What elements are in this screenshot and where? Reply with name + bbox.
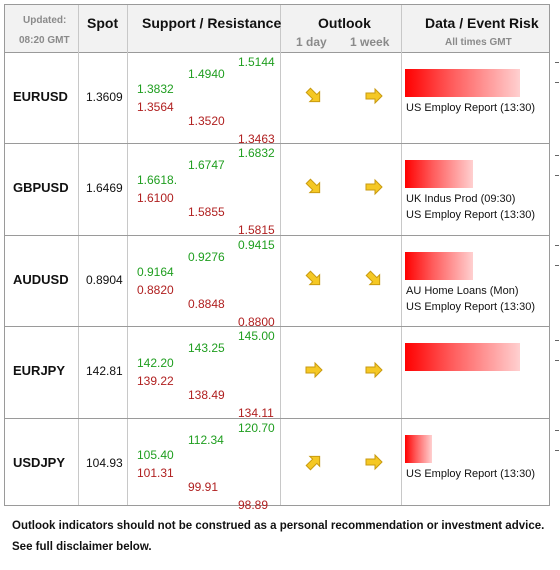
resistance-1: 142.20 [137, 356, 174, 371]
spot-value: 1.3609 [86, 90, 123, 104]
pair-name: USDJPY [13, 454, 66, 470]
spot-value: 142.81 [86, 364, 123, 379]
outlook-1week-header: 1 week [350, 35, 390, 49]
support-2: 99.91 [188, 479, 219, 494]
resistance-2: 1.4940 [188, 67, 225, 81]
edge-tick [555, 340, 559, 341]
resistance-2: 0.9276 [188, 249, 225, 264]
event-item: US Employ Report (13:30) [406, 102, 535, 114]
event-risk-bar [405, 160, 473, 189]
spot-header: Spot [87, 15, 119, 31]
resistance-1: 1.6618. [137, 173, 178, 188]
support-1: 1.3564 [137, 100, 174, 114]
resistance-2: 143.25 [188, 341, 225, 356]
event-risk-bar [405, 69, 520, 97]
divider [78, 5, 79, 505]
disclaimer-line-1: Outlook indicators should not be constru… [12, 520, 545, 532]
support-3: 0.8800 [238, 314, 275, 329]
support-2: 1.3520 [188, 114, 225, 128]
outlook-1week-arrow-icon [363, 451, 385, 473]
edge-tick [555, 155, 559, 156]
resistance-1: 1.3832 [137, 82, 174, 96]
support-resistance-header: Support / Resistance [142, 15, 282, 31]
edge-tick [555, 245, 559, 246]
spot-value: 104.93 [86, 455, 123, 470]
support-1: 0.8820 [137, 282, 174, 297]
resistance-3: 145.00 [238, 329, 275, 344]
pair-name: AUDUSD [13, 271, 69, 287]
spot-value: 0.8904 [86, 272, 123, 287]
forecast-table: Updated: 08:20 GMT Spot Support / Resist… [4, 4, 550, 512]
support-2: 138.49 [188, 388, 225, 403]
edge-tick [555, 360, 559, 361]
event-risk-bar [405, 434, 432, 463]
support-1: 101.31 [137, 465, 174, 480]
resistance-2: 1.6747 [188, 158, 225, 173]
event-item: UK Indus Prod (09:30) [406, 193, 516, 206]
disclaimer-line-2: See full disclaimer below. [12, 541, 152, 553]
outlook-1week-arrow-icon [363, 85, 385, 107]
support-3: 1.5815 [238, 223, 275, 238]
edge-tick [555, 62, 559, 63]
outlook-header: Outlook [318, 15, 371, 31]
support-2: 0.8848 [188, 296, 225, 311]
edge-tick [555, 82, 559, 83]
support-1: 1.6100 [137, 191, 174, 206]
event-item: US Employ Report (13:30) [406, 467, 535, 480]
event-item: AU Home Loans (Mon) [406, 284, 519, 297]
resistance-1: 0.9164 [137, 264, 174, 279]
edge-tick [555, 175, 559, 176]
row-divider [5, 234, 549, 236]
edge-tick [555, 450, 559, 451]
resistance-2: 112.34 [188, 432, 224, 447]
outlook-1day-arrow-icon [303, 268, 325, 290]
divider [280, 5, 281, 505]
resistance-3: 1.5144 [238, 55, 275, 69]
edge-tick [555, 430, 559, 431]
resistance-1: 105.40 [137, 447, 174, 462]
edge-tick [555, 265, 559, 266]
resistance-3: 1.6832 [238, 146, 275, 161]
outlook-1week-arrow-icon [363, 359, 385, 381]
event-risk-bar [405, 343, 520, 372]
data-event-risk-header: Data / Event Risk [425, 15, 539, 31]
event-risk-bar [405, 251, 473, 280]
all-times-gmt: All times GMT [445, 37, 512, 48]
event-item: US Employ Report (13:30) [406, 209, 535, 222]
row-divider [5, 326, 549, 328]
outlook-1day-arrow-icon [303, 85, 325, 107]
outlook-1day-arrow-icon [303, 176, 325, 198]
outlook-1day-arrow-icon [303, 359, 325, 381]
support-1: 139.22 [137, 374, 174, 389]
divider [401, 5, 402, 505]
support-3: 134.11 [238, 406, 274, 421]
row-divider [5, 417, 549, 419]
outlook-1day-arrow-icon [303, 451, 325, 473]
pair-name: EURJPY [13, 363, 66, 379]
outlook-1week-arrow-icon [363, 268, 385, 290]
resistance-3: 0.9415 [238, 237, 275, 252]
support-2: 1.5855 [188, 205, 225, 220]
divider [127, 5, 128, 505]
updated-time: 08:20 GMT [19, 35, 70, 46]
table-header [5, 5, 549, 53]
updated-label: Updated: [23, 15, 67, 26]
spot-value: 1.6469 [86, 181, 123, 196]
support-3: 98.89 [238, 497, 269, 512]
support-3: 1.3463 [238, 132, 275, 146]
pair-name: GBPUSD [13, 180, 69, 196]
outlook-1day-header: 1 day [296, 35, 327, 49]
row-divider [5, 143, 549, 145]
event-item: US Employ Report (13:30) [406, 300, 535, 313]
outlook-1week-arrow-icon [363, 176, 385, 198]
resistance-3: 120.70 [238, 420, 275, 435]
pair-name: EURUSD [13, 89, 68, 104]
